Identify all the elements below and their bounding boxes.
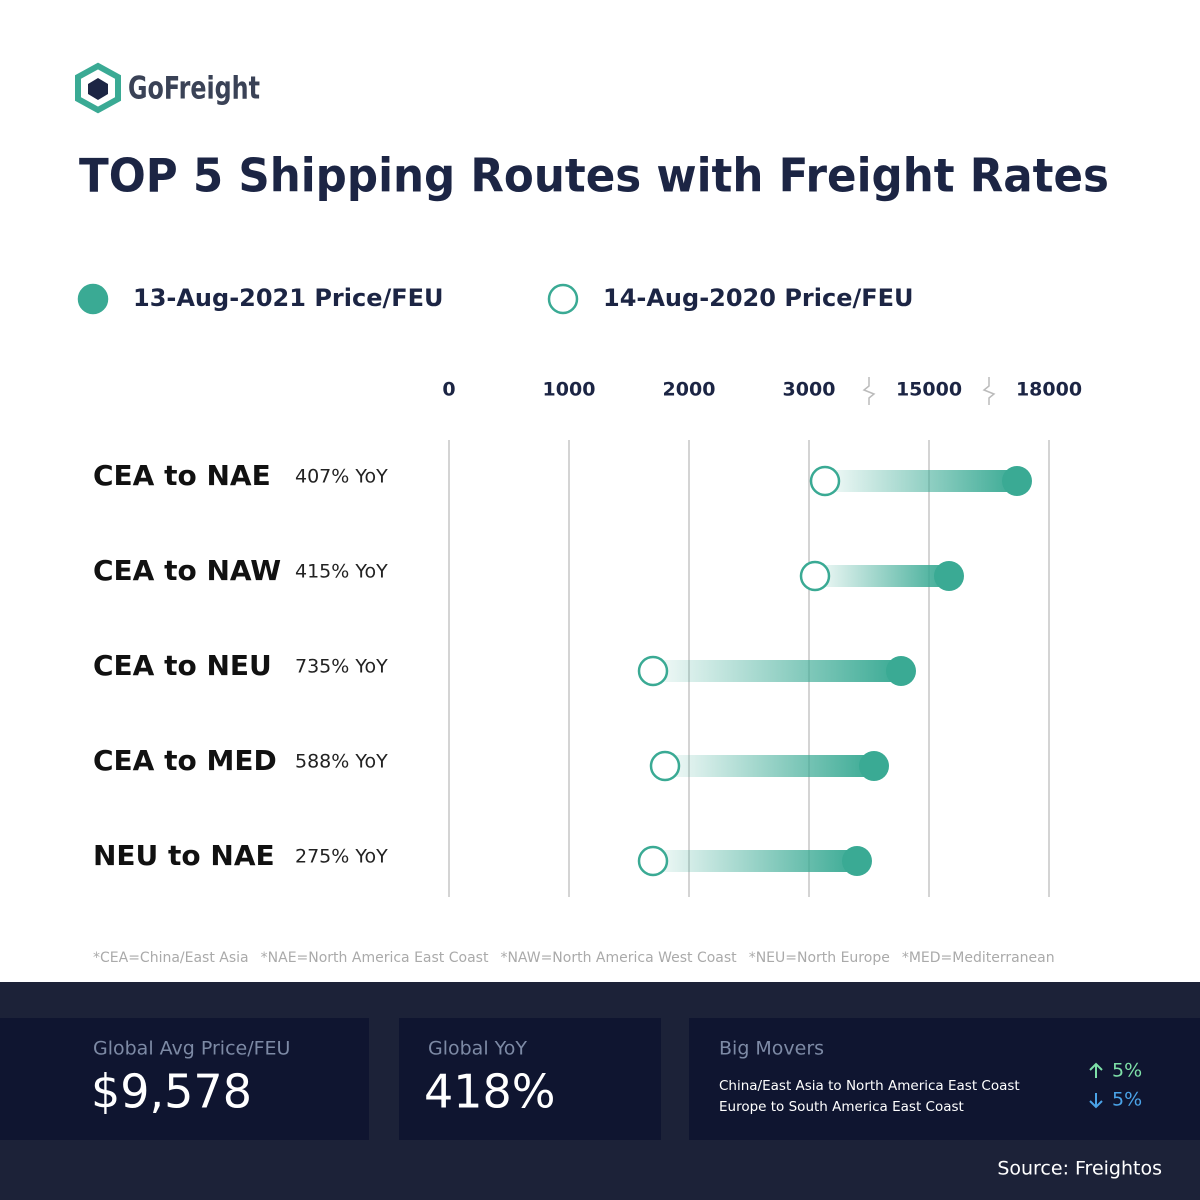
stat-card xyxy=(399,1018,661,1140)
point-2020 xyxy=(809,465,841,497)
footnote: *MED=Mediterranean xyxy=(902,950,1055,966)
range-bar xyxy=(653,850,857,872)
stat-value: 418% xyxy=(424,1065,556,1119)
x-tick-label: 0 xyxy=(442,379,455,401)
point-2021 xyxy=(886,656,916,686)
category-label: CEA to MED xyxy=(93,744,277,777)
x-tick-label: 1000 xyxy=(543,379,596,401)
category-label: CEA to NEU xyxy=(93,649,272,682)
stat-label: Global YoY xyxy=(428,1038,527,1060)
legend-marker xyxy=(77,283,109,315)
range-bar xyxy=(825,470,1017,492)
mover-route: China/East Asia to North America East Co… xyxy=(719,1078,1020,1094)
stat-value: $9,578 xyxy=(91,1065,252,1119)
point-2021 xyxy=(859,751,889,781)
annotation: 735% YoY xyxy=(295,656,388,678)
annotation: 275% YoY xyxy=(295,846,388,868)
range-bar xyxy=(665,755,874,777)
range-bar xyxy=(653,660,901,682)
point-2020 xyxy=(637,655,669,687)
range-bar xyxy=(815,565,949,587)
mover-change: 5% xyxy=(1112,1060,1142,1082)
logo-text: GoFreight xyxy=(128,71,260,107)
axis-break xyxy=(982,377,996,405)
footnote: *NEU=North Europe xyxy=(749,950,890,966)
point-2021 xyxy=(934,561,964,591)
mover-change: 5% xyxy=(1112,1089,1142,1111)
stat-card xyxy=(0,1018,369,1140)
legend-label: 13-Aug-2021 Price/FEU xyxy=(133,284,444,312)
point-2020 xyxy=(799,560,831,592)
x-tick-label: 18000 xyxy=(1016,379,1082,401)
category-label: CEA to NAE xyxy=(93,459,271,492)
footnote: *CEA=China/East Asia xyxy=(93,950,249,966)
x-tick-label: 2000 xyxy=(663,379,716,401)
legend-label: 14-Aug-2020 Price/FEU xyxy=(603,284,914,312)
point-2020 xyxy=(649,750,681,782)
footnote: *NAE=North America East Coast xyxy=(261,950,489,966)
stat-label: Big Movers xyxy=(719,1038,824,1060)
mover-arrow xyxy=(1089,1062,1103,1078)
axis-break xyxy=(862,377,876,405)
footnote: *NAW=North America West Coast xyxy=(500,950,737,966)
point-2021 xyxy=(842,846,872,876)
annotation: 407% YoY xyxy=(295,466,388,488)
chart-title: TOP 5 Shipping Routes with Freight Rates xyxy=(79,149,1109,203)
category-label: NEU to NAE xyxy=(93,839,275,872)
x-tick-label: 3000 xyxy=(783,379,836,401)
mover-route: Europe to South America East Coast xyxy=(719,1099,964,1115)
source: Source: Freightos xyxy=(997,1158,1162,1180)
logo-icon xyxy=(75,62,121,114)
point-2020 xyxy=(637,845,669,877)
category-label: CEA to NAW xyxy=(93,554,281,587)
annotation: 415% YoY xyxy=(295,561,388,583)
stat-card xyxy=(689,1018,1200,1140)
legend-marker xyxy=(547,283,579,315)
x-tick-label: 15000 xyxy=(896,379,962,401)
mover-arrow xyxy=(1089,1093,1103,1109)
stat-label: Global Avg Price/FEU xyxy=(93,1038,290,1060)
point-2021 xyxy=(1002,466,1032,496)
annotation: 588% YoY xyxy=(295,751,388,773)
